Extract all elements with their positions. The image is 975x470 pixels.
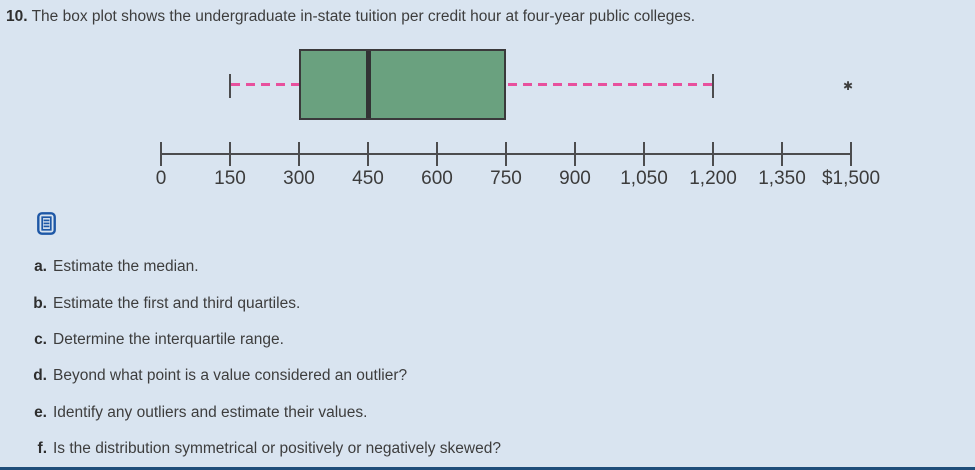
question-text: Estimate the median.: [53, 258, 199, 276]
axis-tick: [436, 142, 438, 166]
axis-tick: [367, 142, 369, 166]
question-label: a.: [34, 258, 47, 276]
question-item-e: e. Identify any outliers and estimate th…: [30, 395, 930, 431]
boxplot-box: [299, 49, 506, 120]
axis-tick-label: 150: [214, 168, 246, 189]
axis-tick: [505, 142, 507, 166]
axis-tick-label: 1,200: [689, 168, 737, 189]
question-label: e.: [34, 403, 47, 421]
axis-tick-label: $1,500: [821, 168, 881, 189]
problem-text: The box plot shows the undergraduate in-…: [31, 8, 695, 25]
outlier-marker: ✱: [842, 79, 854, 93]
question-item-d: d. Beyond what point is a value consider…: [30, 358, 930, 394]
question-item-f: f. Is the distribution symmetrical or po…: [30, 431, 930, 467]
problem-statement: 10. The box plot shows the undergraduate …: [6, 7, 966, 27]
whisker-cap-left: [229, 74, 231, 98]
question-text: Determine the interquartile range.: [53, 330, 284, 348]
axis-tick-label: 0: [155, 168, 167, 189]
question-label: d.: [33, 367, 47, 385]
axis-tick-label: 450: [352, 168, 384, 189]
boxplot-figure: 0 150 300 450 600 750 900 1,050 1,200 1,350 $1,500…: [155, 49, 881, 189]
question-label: c.: [34, 330, 47, 348]
axis-tick: [850, 142, 852, 166]
whisker-left: [231, 83, 299, 86]
question-item-b: b. Estimate the first and third quartile…: [30, 285, 930, 321]
question-text: Identify any outliers and estimate their…: [53, 403, 368, 421]
axis-tick-label: 900: [559, 168, 591, 189]
window-bottom-edge: [0, 467, 975, 470]
axis-tick: [298, 142, 300, 166]
question-label: f.: [37, 440, 47, 458]
question-label: b.: [33, 294, 47, 312]
axis-tick: [781, 142, 783, 166]
notes-document-icon[interactable]: [34, 210, 58, 236]
median-line: [365, 51, 371, 118]
question-item-a: a. Estimate the median.: [30, 249, 930, 285]
axis-tick: [712, 142, 714, 166]
axis-tick-label: 1,050: [620, 168, 668, 189]
axis-tick: [160, 142, 162, 166]
question-text: Estimate the first and third quartiles.: [53, 294, 301, 312]
axis-tick-label: 1,350: [758, 168, 806, 189]
axis-tick-label: 600: [421, 168, 453, 189]
axis-tick-label: 300: [283, 168, 315, 189]
problem-number: 10.: [6, 8, 28, 25]
axis-tick: [643, 142, 645, 166]
axis-tick: [229, 142, 231, 166]
question-item-c: c. Determine the interquartile range.: [30, 322, 930, 358]
question-list: a. Estimate the median. b. Estimate the …: [30, 249, 930, 467]
question-text: Is the distribution symmetrical or posit…: [53, 440, 501, 458]
axis-tick-label: 750: [490, 168, 522, 189]
question-text: Beyond what point is a value considered …: [53, 367, 408, 385]
whisker-right: [508, 83, 712, 86]
whisker-cap-right: [712, 74, 714, 98]
document-lines-icon: [36, 211, 56, 235]
axis-tick: [574, 142, 576, 166]
